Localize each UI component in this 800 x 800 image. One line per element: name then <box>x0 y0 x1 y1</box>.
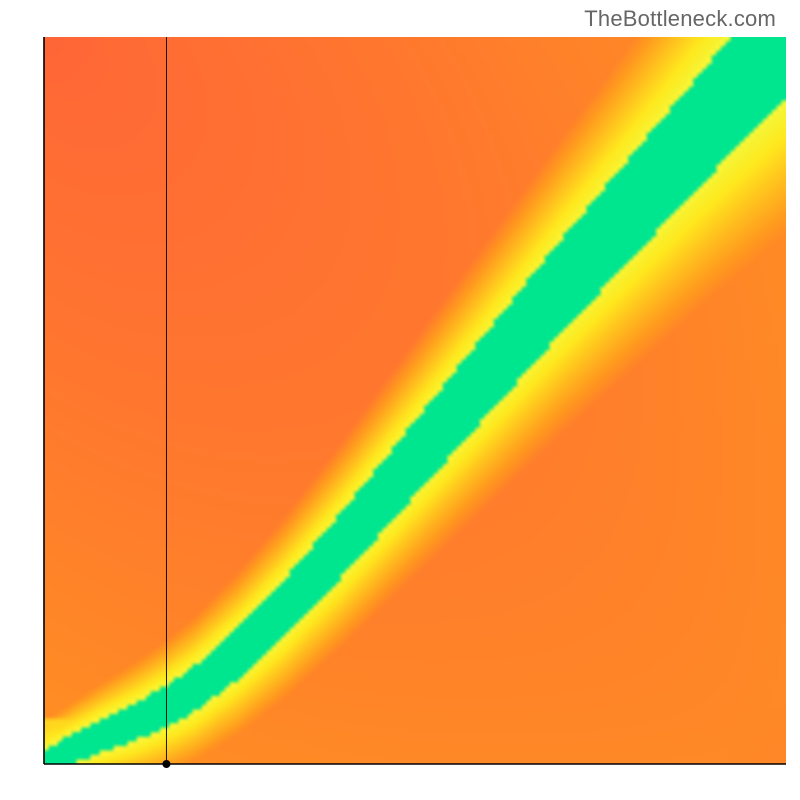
chart-container: TheBottleneck.com <box>0 0 800 800</box>
bottleneck-heatmap <box>44 37 786 764</box>
watermark-text: TheBottleneck.com <box>584 6 776 32</box>
